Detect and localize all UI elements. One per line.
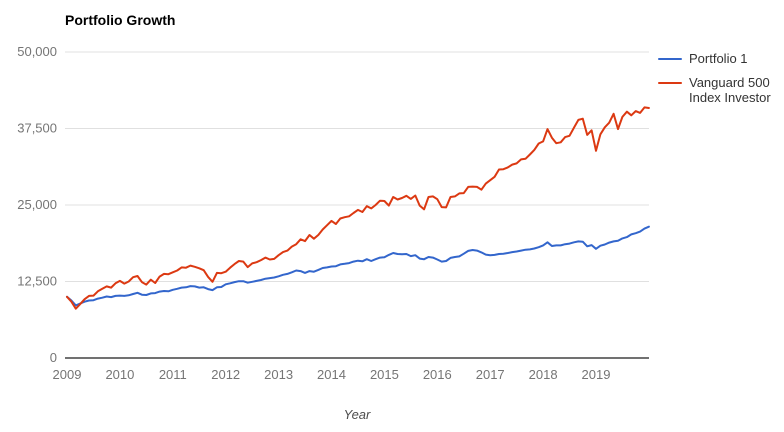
legend-label-portfolio-1: Portfolio 1 (689, 51, 748, 66)
x-tick-label: 2013 (264, 367, 293, 382)
x-tick-label: 2018 (529, 367, 558, 382)
x-tick-label: 2017 (476, 367, 505, 382)
x-tick-label: 2012 (211, 367, 240, 382)
x-tick-label: 2016 (423, 367, 452, 382)
x-axis-title: Year (343, 407, 371, 422)
series-line-portfolio-1[interactable] (66, 225, 650, 307)
series-line-vanguard-500[interactable] (66, 106, 650, 310)
legend: Portfolio 1 Vanguard 500 Index Investor (658, 51, 780, 114)
y-tick-label: 50,000 (17, 44, 57, 59)
legend-swatch-vanguard-500 (658, 82, 682, 84)
x-tick-label: 2014 (317, 367, 346, 382)
x-tick-label: 2019 (582, 367, 611, 382)
x-tick-label: 2010 (105, 367, 134, 382)
x-tick-label: 2009 (53, 367, 82, 382)
chart-title: Portfolio Growth (65, 12, 176, 28)
legend-label-vanguard-500: Vanguard 500 Index Investor (689, 75, 771, 105)
x-tick-label: 2015 (370, 367, 399, 382)
y-tick-label: 0 (50, 350, 57, 365)
y-tick-label: 25,000 (17, 197, 57, 212)
legend-item-portfolio-1: Portfolio 1 (658, 51, 780, 66)
y-tick-label: 37,500 (17, 121, 57, 136)
x-tick-label: 2011 (159, 367, 187, 382)
legend-swatch-portfolio-1 (658, 58, 682, 60)
y-tick-label: 12,500 (17, 274, 57, 289)
legend-item-vanguard-500: Vanguard 500 Index Investor (658, 75, 780, 105)
